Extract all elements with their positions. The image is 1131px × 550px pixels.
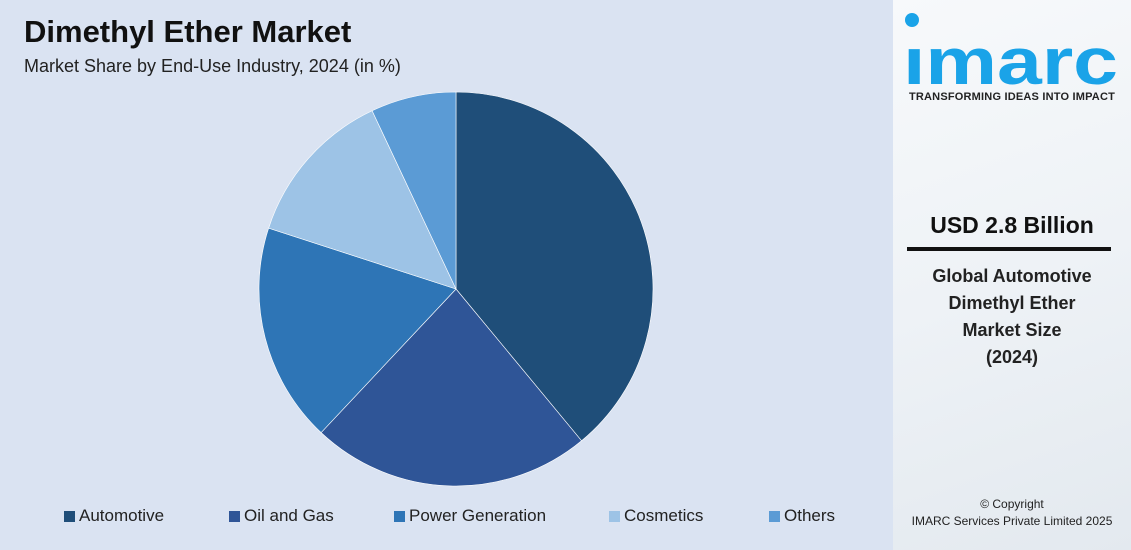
legend-item: Automotive	[64, 506, 164, 526]
legend-swatch	[229, 510, 240, 522]
chart-title: Dimethyl Ether Market	[24, 14, 352, 49]
legend-item: Power Generation	[394, 506, 546, 526]
description-line: Dimethyl Ether	[948, 293, 1076, 313]
copyright-line: IMARC Services Private Limited 2025	[911, 514, 1113, 528]
legend-item: Others	[769, 506, 835, 526]
legend-item: Cosmetics	[609, 506, 703, 526]
legend-label: Others	[784, 506, 836, 525]
imarc-logo: ımarc	[903, 13, 1118, 90]
pie-slice-cosmetics	[268, 110, 457, 290]
legend-label: Cosmetics	[624, 506, 704, 525]
legend-label: Power Generation	[409, 506, 547, 525]
legend-label: Automotive	[79, 506, 165, 525]
description-line: Market Size	[962, 320, 1062, 340]
legend-swatch	[64, 510, 75, 522]
description-line: Global Automotive	[932, 266, 1092, 286]
sidebar: ımarc TRANSFORMING IDEAS INTO IMPACT USD…	[893, 0, 1131, 550]
legend-swatch	[394, 510, 405, 522]
legend-swatch	[769, 510, 780, 522]
chart-panel: Dimethyl Ether Market Market Share by En…	[0, 0, 893, 550]
svg-text:ımarc: ımarc	[903, 24, 1118, 90]
logo-tagline: TRANSFORMING IDEAS INTO IMPACT	[908, 91, 1116, 103]
copyright-line: © Copyright	[980, 497, 1044, 511]
market-value: USD 2.8 Billion	[930, 212, 1094, 238]
pie-chart	[258, 91, 654, 487]
chart-subtitle: Market Share by End-Use Industry, 2024 (…	[24, 56, 401, 76]
market-description: Global Automotive Dimethyl Ether Market …	[913, 263, 1111, 371]
legend-item: Oil and Gas	[229, 506, 334, 526]
divider	[907, 247, 1111, 251]
pie-slice-power-generation	[258, 227, 457, 434]
pie-slice-oil-and-gas	[320, 288, 582, 487]
pie-slice-others	[371, 91, 457, 290]
pie-slice-automotive	[455, 91, 654, 442]
description-line: (2024)	[985, 347, 1039, 367]
copyright: © Copyright IMARC Services Private Limit…	[893, 496, 1131, 530]
legend: Automotive Oil and Gas Power Generation Cos…	[0, 506, 893, 528]
legend-label: Oil and Gas	[244, 506, 334, 525]
legend-swatch	[609, 510, 620, 522]
